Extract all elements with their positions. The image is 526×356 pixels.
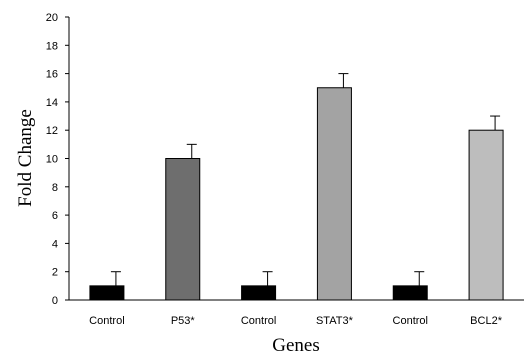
bars [89, 87, 504, 301]
x-tick-label: STAT3* [316, 315, 354, 327]
y-tick-label: 12 [46, 125, 58, 137]
bar [89, 285, 125, 301]
y-tick-label: 0 [52, 295, 58, 307]
y-tick-label: 10 [46, 154, 58, 166]
y-tick-label: 4 [52, 238, 58, 250]
x-tick-label: Control [89, 315, 124, 327]
y-tick-label: 14 [46, 97, 58, 109]
y-tick-label: 20 [46, 12, 58, 24]
x-tick-label: Control [393, 315, 428, 327]
y-tick-label: 6 [52, 210, 58, 222]
y-tick-label: 18 [46, 40, 58, 52]
bar [392, 285, 428, 301]
x-tick-label: P53* [171, 315, 196, 327]
bar [241, 285, 277, 301]
bar [165, 158, 201, 301]
x-tick-label: BCL2* [470, 315, 503, 327]
y-tick-label: 2 [52, 267, 58, 279]
x-tick-label: Control [241, 315, 276, 327]
bar [316, 87, 352, 301]
y-axis-ticks: 0 2 4 6 8 10 12 14 16 18 20 [46, 12, 69, 307]
x-axis-title: Genes [272, 335, 319, 356]
bar [468, 129, 504, 301]
y-tick-label: 16 [46, 69, 58, 81]
y-axis-title: Fold Change [15, 109, 36, 207]
error-bars [110, 73, 501, 286]
x-axis-labels: Control P53* Control STAT3* Control BCL2* [89, 315, 503, 327]
y-tick-label: 8 [52, 182, 58, 194]
